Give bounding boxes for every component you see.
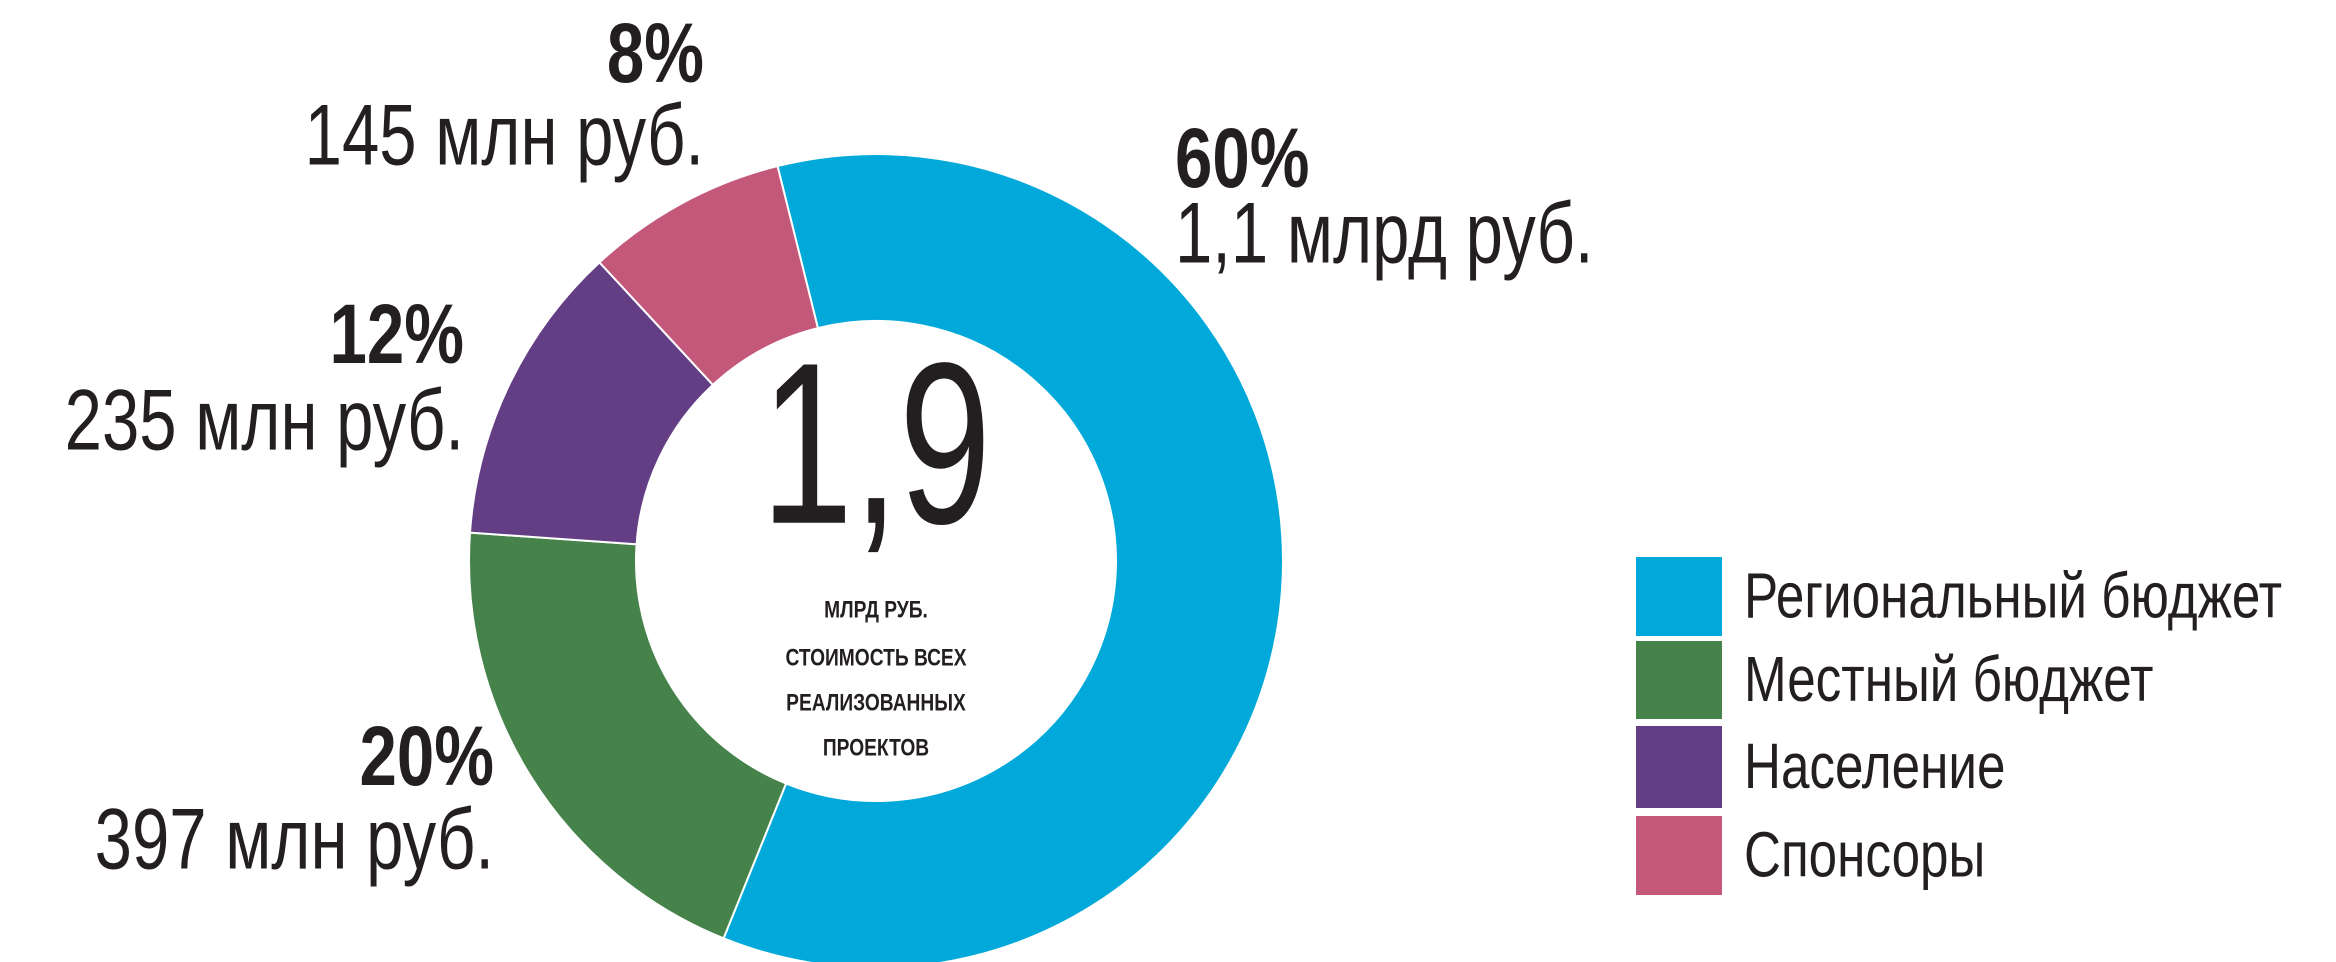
amount-label: 145 млн руб. (305, 88, 704, 184)
center-unit: МЛРД РУБ. (824, 595, 928, 623)
donut-segment (468, 531, 788, 940)
amount-label: 235 млн руб. (65, 373, 464, 469)
center-caption: СТОИМОСТЬ ВСЕХ (785, 643, 966, 671)
legend-swatch (1636, 816, 1722, 895)
legend-swatch (1636, 726, 1722, 808)
amount-label: 397 млн руб. (95, 792, 494, 888)
legend-swatch (1636, 557, 1722, 636)
donut-segment (598, 164, 820, 387)
percent-label: 20% (360, 710, 494, 804)
center-caption: РЕАЛИЗОВАННЫХ (786, 688, 966, 716)
amount-label: 1,1 млрд руб. (1175, 186, 1594, 282)
percent-label: 60% (1175, 112, 1309, 206)
legend-swatch (1636, 641, 1722, 719)
legend-label: Население (1744, 732, 2005, 803)
percent-label: 12% (330, 288, 464, 382)
donut-segment (722, 153, 1284, 962)
legend-label: Региональный бюджет (1744, 561, 2282, 632)
center-caption: ПРОЕКТОВ (823, 733, 929, 761)
center-value: 1,9 (761, 316, 991, 572)
legend-label: Местный бюджет (1744, 645, 2153, 716)
percent-label: 8% (607, 7, 704, 101)
legend-label: Спонсоры (1744, 820, 1985, 891)
